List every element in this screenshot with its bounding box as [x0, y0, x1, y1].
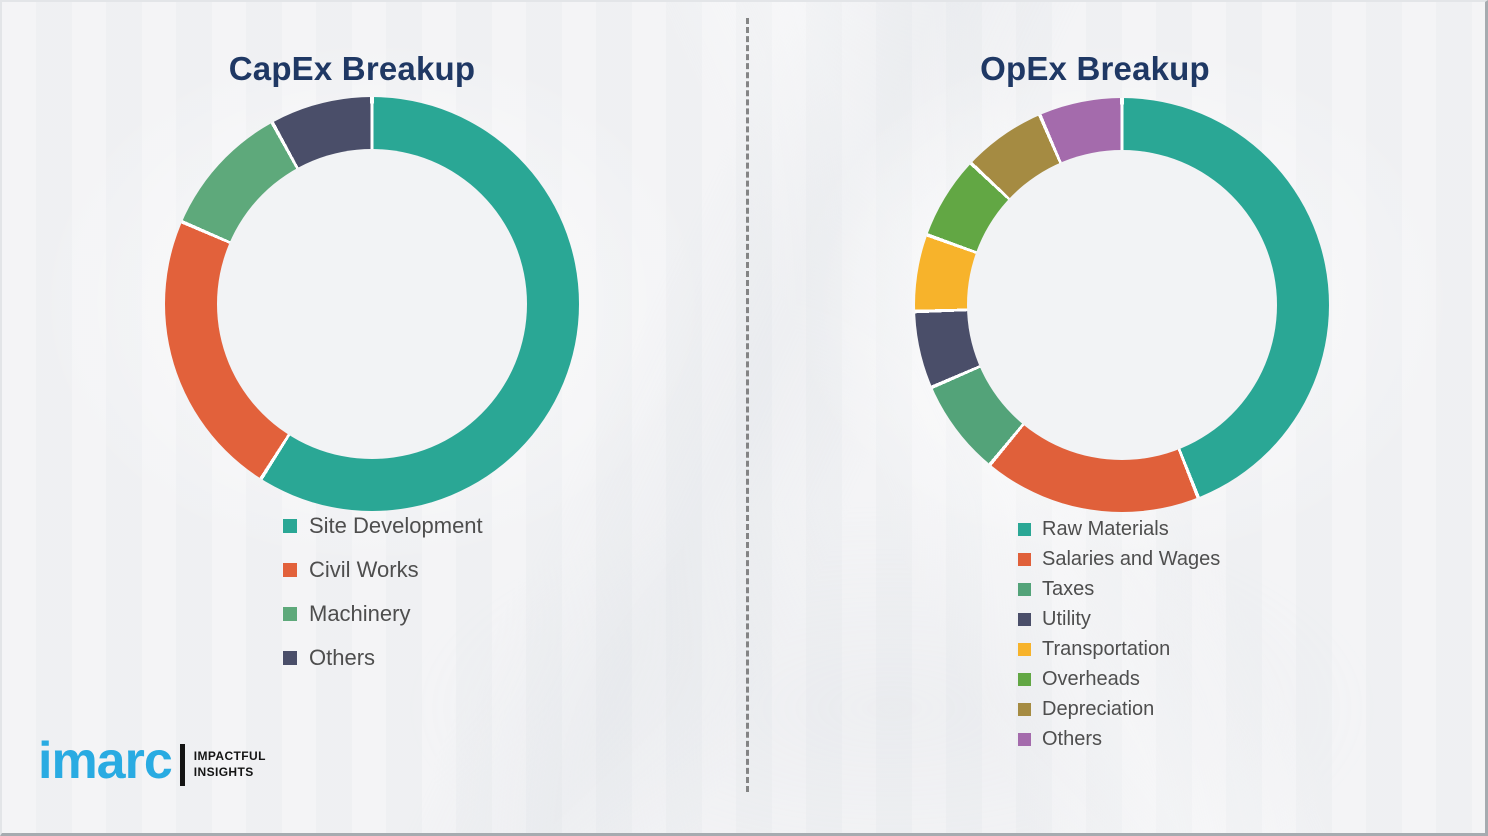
- legend-item: Site Development: [283, 513, 483, 538]
- capex-legend: Site Development Civil Works Machinery Othe…: [283, 513, 483, 690]
- legend-label: Overheads: [1042, 668, 1140, 690]
- legend-item: Overheads: [1018, 668, 1220, 691]
- legend-item: Others: [1018, 728, 1220, 751]
- opex-donut-chart: [915, 98, 1329, 512]
- legend-item: Depreciation: [1018, 698, 1220, 721]
- legend-swatch-icon: [1018, 583, 1031, 596]
- tagline-line-1: IMPACTFUL: [193, 749, 266, 764]
- capex-chart-title: CapEx Breakup: [228, 50, 476, 88]
- legend-label: Salaries and Wages: [1042, 548, 1221, 570]
- legend-label: Others: [1042, 728, 1103, 750]
- opex-legend: Raw Materials Salaries and Wages Taxes Util…: [1018, 518, 1220, 758]
- capex-donut-chart: [165, 97, 579, 511]
- opex-chart-title: OpEx Breakup: [980, 50, 1210, 88]
- legend-swatch-icon: [1018, 553, 1031, 566]
- legend-item: Taxes: [1018, 578, 1220, 601]
- tagline-line-2: INSIGHTS: [193, 765, 254, 779]
- imarc-brand-text: imarc: [38, 732, 173, 790]
- opex-donut-hole: [967, 150, 1277, 460]
- legend-swatch-icon: [1018, 523, 1031, 536]
- legend-swatch-icon: [283, 651, 297, 665]
- legend-item: Salaries and Wages: [1018, 548, 1220, 571]
- capex-donut-hole: [217, 149, 527, 459]
- legend-item: Raw Materials: [1018, 518, 1220, 541]
- section-divider-dashed-line: [746, 18, 749, 792]
- legend-label: Taxes: [1042, 578, 1095, 600]
- legend-label: Others: [309, 645, 376, 670]
- legend-label: Site Development: [309, 513, 483, 538]
- legend-swatch-icon: [1018, 733, 1031, 746]
- legend-item: Civil Works: [283, 557, 483, 582]
- legend-label: Civil Works: [309, 557, 419, 582]
- imarc-tagline: IMPACTFUL INSIGHTS: [194, 749, 266, 780]
- legend-swatch-icon: [1018, 673, 1031, 686]
- legend-swatch-icon: [283, 519, 297, 533]
- imarc-logo: imarc IMPACTFUL INSIGHTS: [38, 732, 266, 790]
- legend-swatch-icon: [1018, 613, 1031, 626]
- legend-label: Raw Materials: [1042, 518, 1169, 540]
- legend-item: Utility: [1018, 608, 1220, 631]
- legend-item: Transportation: [1018, 638, 1220, 661]
- logo-divider-bar: [179, 744, 185, 786]
- legend-label: Transportation: [1042, 638, 1171, 660]
- legend-label: Utility: [1042, 608, 1091, 630]
- legend-swatch-icon: [283, 607, 297, 621]
- legend-label: Depreciation: [1042, 698, 1155, 720]
- legend-swatch-icon: [1018, 703, 1031, 716]
- legend-item: Others: [283, 645, 483, 670]
- legend-swatch-icon: [1018, 643, 1031, 656]
- legend-swatch-icon: [283, 563, 297, 577]
- legend-label: Machinery: [309, 601, 411, 626]
- legend-item: Machinery: [283, 601, 483, 626]
